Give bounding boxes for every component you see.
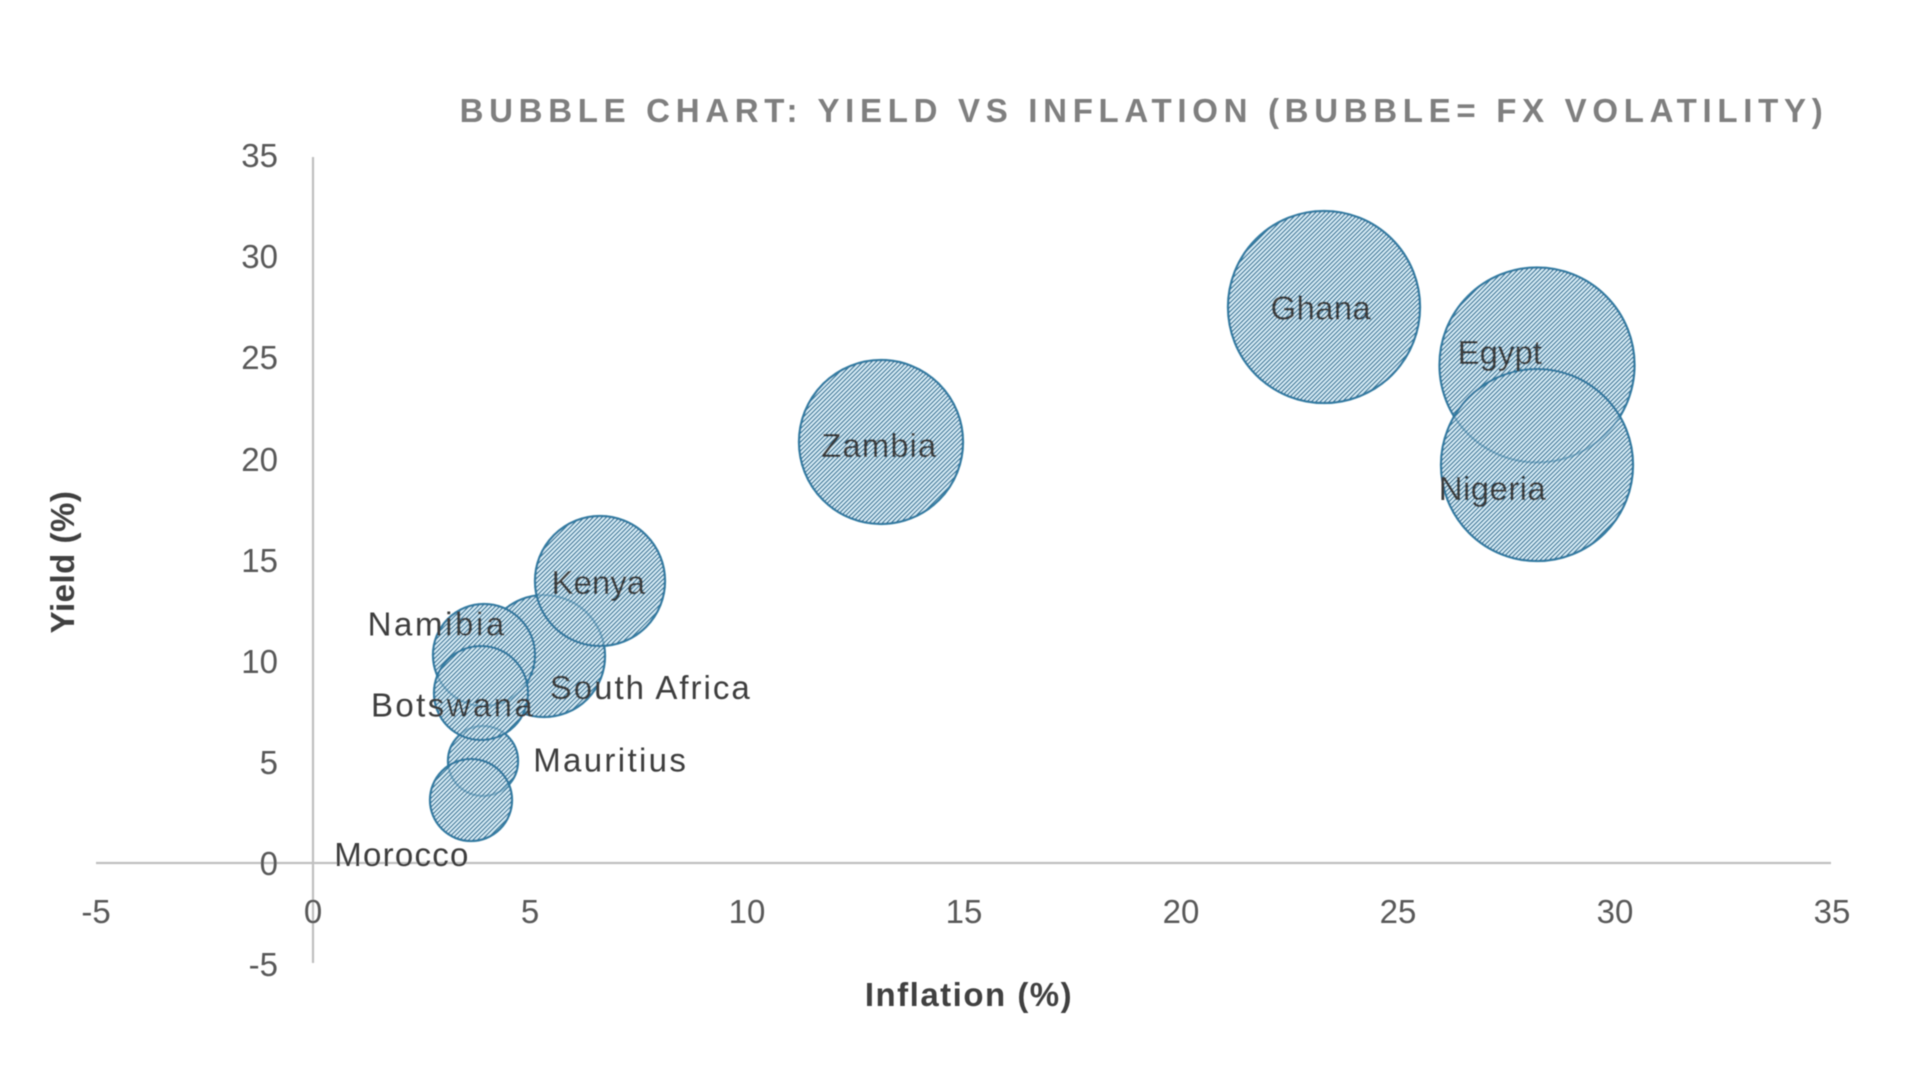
svg-text:Yield (%): Yield (%) xyxy=(44,491,81,634)
svg-text:10: 10 xyxy=(729,893,766,930)
svg-text:0: 0 xyxy=(304,893,322,930)
svg-text:Mauritius: Mauritius xyxy=(533,742,688,779)
svg-text:0: 0 xyxy=(260,845,278,882)
svg-text:5: 5 xyxy=(260,744,278,781)
svg-text:Zambia: Zambia xyxy=(821,427,937,464)
svg-text:35: 35 xyxy=(241,137,278,174)
svg-text:Nigeria: Nigeria xyxy=(1439,470,1547,507)
svg-text:Namibia: Namibia xyxy=(368,606,507,643)
svg-text:-5: -5 xyxy=(249,946,278,983)
svg-text:25: 25 xyxy=(241,339,278,376)
svg-text:Kenya: Kenya xyxy=(552,564,646,601)
svg-text:20: 20 xyxy=(241,441,278,478)
svg-text:20: 20 xyxy=(1163,893,1200,930)
svg-text:-5: -5 xyxy=(81,893,110,930)
svg-text:Inflation (%): Inflation (%) xyxy=(865,976,1073,1013)
svg-text:Egypt: Egypt xyxy=(1458,334,1542,371)
svg-text:10: 10 xyxy=(241,643,278,680)
svg-text:South Africa: South Africa xyxy=(550,669,752,706)
svg-text:15: 15 xyxy=(241,542,278,579)
svg-text:30: 30 xyxy=(1597,893,1634,930)
svg-text:15: 15 xyxy=(946,893,983,930)
svg-text:35: 35 xyxy=(1814,893,1851,930)
svg-text:Botswana: Botswana xyxy=(371,687,535,724)
svg-text:BUBBLE CHART: YIELD VS INFLATI: BUBBLE CHART: YIELD VS INFLATION (BUBBLE… xyxy=(460,92,1829,129)
svg-text:30: 30 xyxy=(241,238,278,275)
svg-text:Ghana: Ghana xyxy=(1271,290,1372,327)
svg-text:25: 25 xyxy=(1380,893,1417,930)
svg-text:5: 5 xyxy=(521,893,539,930)
svg-text:Morocco: Morocco xyxy=(334,836,469,873)
